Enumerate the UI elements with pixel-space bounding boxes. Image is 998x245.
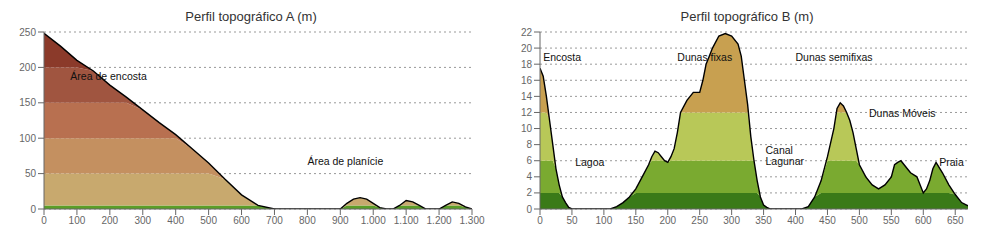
svg-text:100: 100 [69,215,86,226]
svg-text:10: 10 [521,123,533,134]
svg-text:450: 450 [819,215,836,226]
svg-text:0: 0 [30,204,36,215]
svg-text:150: 150 [19,97,36,108]
svg-text:Dunas fixas: Dunas fixas [677,51,732,63]
svg-text:200: 200 [659,215,676,226]
svg-text:14: 14 [521,91,533,102]
svg-text:200: 200 [19,62,36,73]
svg-text:6: 6 [526,155,532,166]
svg-text:Encosta: Encosta [543,51,581,63]
svg-text:150: 150 [627,215,644,226]
svg-text:300: 300 [134,215,151,226]
svg-text:400: 400 [167,215,184,226]
svg-text:0: 0 [526,204,532,215]
svg-text:250: 250 [19,27,36,38]
svg-text:CanalLagunar: CanalLagunar [765,144,804,168]
svg-text:100: 100 [596,215,613,226]
svg-text:0: 0 [537,215,543,226]
svg-text:700: 700 [266,215,283,226]
svg-text:18: 18 [521,59,533,70]
svg-text:600: 600 [915,215,932,226]
svg-text:500: 500 [200,215,217,226]
svg-text:100: 100 [19,133,36,144]
svg-text:Dunas semifixas: Dunas semifixas [796,51,873,63]
svg-text:400: 400 [787,215,804,226]
svg-text:12: 12 [521,107,533,118]
svg-text:300: 300 [723,215,740,226]
svg-text:600: 600 [233,215,250,226]
svg-text:Área de encosta: Área de encosta [70,70,147,82]
svg-text:800: 800 [299,215,316,226]
svg-text:1.300: 1.300 [459,215,484,226]
svg-text:250: 250 [691,215,708,226]
svg-text:1.100: 1.100 [394,215,419,226]
html-text:Perfil topográfico A (m): Perfil topográfico A (m) [185,9,317,24]
svg-text:200: 200 [102,215,119,226]
svg-text:500: 500 [851,215,868,226]
svg-text:Área de planície: Área de planície [307,155,383,167]
svg-text:0: 0 [41,215,47,226]
svg-text:50: 50 [566,215,578,226]
svg-text:22: 22 [521,27,533,38]
svg-text:900: 900 [332,215,349,226]
svg-text:350: 350 [755,215,772,226]
svg-text:8: 8 [526,139,532,150]
svg-text:1.200: 1.200 [427,215,452,226]
svg-text:550: 550 [883,215,900,226]
svg-text:1.000: 1.000 [361,215,386,226]
svg-text:2: 2 [526,187,532,198]
svg-text:Dunas Móveis: Dunas Móveis [869,107,936,119]
svg-text:Praia: Praia [939,156,964,168]
svg-text:4: 4 [526,171,532,182]
svg-text:16: 16 [521,75,533,86]
html-text:Perfil topográfico B (m): Perfil topográfico B (m) [680,9,814,24]
svg-text:50: 50 [25,168,37,179]
svg-text:650: 650 [947,215,964,226]
svg-text:Lagoa: Lagoa [575,156,604,168]
svg-text:20: 20 [521,43,533,54]
